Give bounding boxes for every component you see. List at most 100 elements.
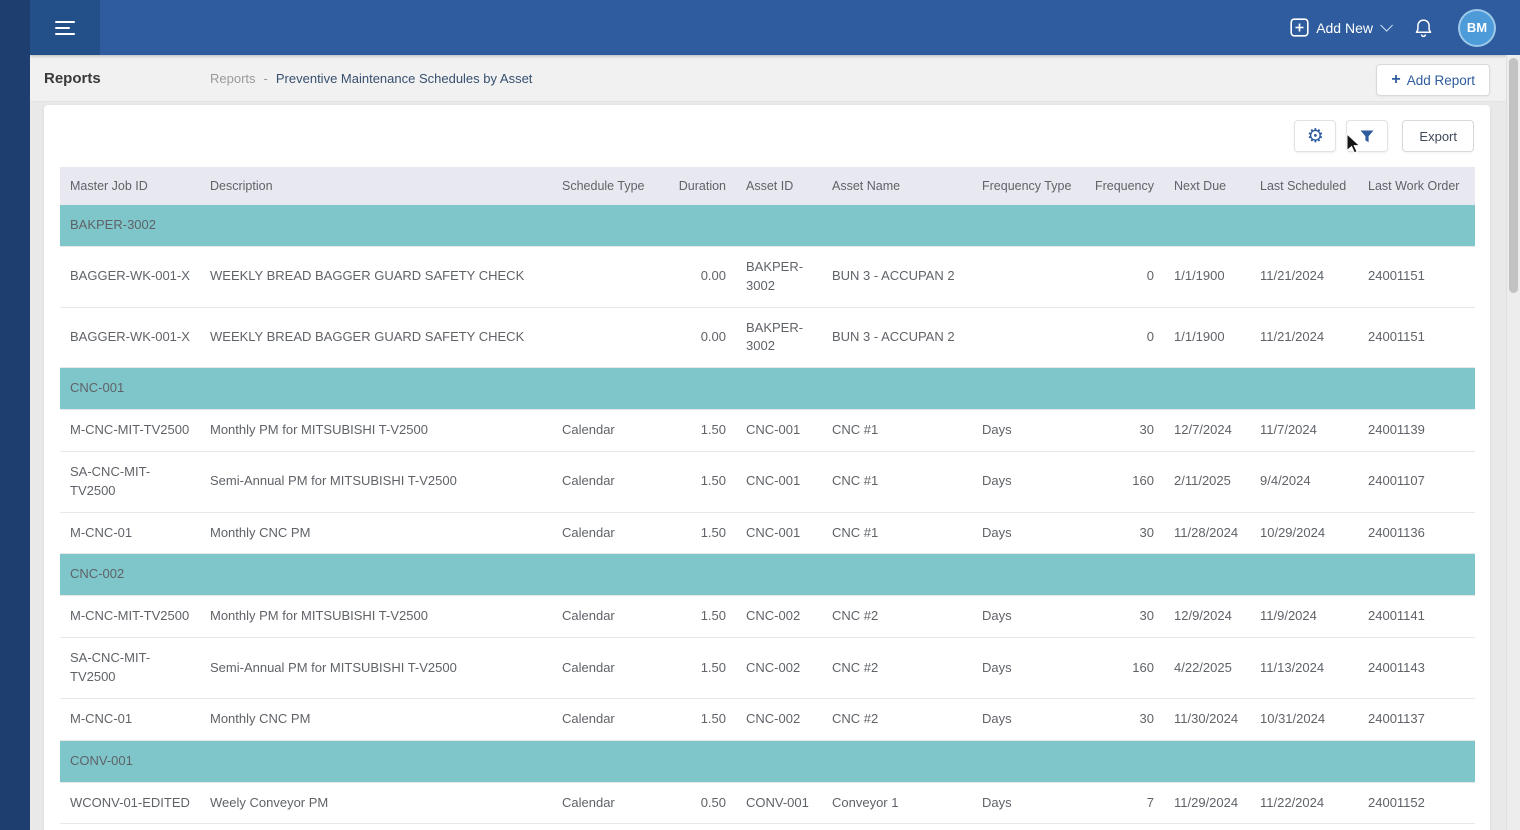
table-cell: Conveyor 1: [822, 823, 972, 830]
table-cell: WCONV-01-EDITED: [60, 782, 200, 825]
table-cell: CNC-001: [736, 512, 822, 555]
table-row[interactable]: BAGGER-WK-001-X WEEKLY BREAD BAGGER GUARD…: [60, 246, 1475, 308]
table-cell: 12/7/2024: [1164, 409, 1250, 452]
table-cell: Days: [972, 595, 1084, 639]
table-cell: CNC #1: [822, 512, 972, 555]
table-cell: Calendar: [552, 512, 664, 555]
table-cell: 160: [1084, 637, 1164, 699]
table-cell: [972, 823, 1084, 830]
table-cell: CONV-001: [736, 782, 822, 825]
gear-icon: ⚙: [1306, 124, 1324, 147]
table-cell: CNC-001: [736, 409, 822, 452]
breadcrumb-separator: -: [263, 70, 268, 86]
add-report-button[interactable]: + Add Report: [1376, 64, 1490, 96]
table-cell: 0.50: [664, 782, 736, 825]
table-cell: 30: [1084, 698, 1164, 741]
table-cell: M-CNC-01: [60, 698, 200, 741]
table-row[interactable]: M-CNC-01 Monthly CNC PM Calendar 1.50 CNC-00…: [60, 698, 1475, 741]
table-cell: 1.50: [664, 512, 736, 555]
column-header-frequency[interactable]: Frequency: [1084, 167, 1164, 205]
avatar[interactable]: BM: [1458, 8, 1496, 47]
table-cell: 11/29/2024: [1164, 782, 1250, 825]
table-cell: Semi-Annual PM for MITSUBISHI T-V2500: [200, 637, 552, 699]
breadcrumb: Reports - Preventive Maintenance Schedul…: [210, 71, 532, 86]
table-cell: 24001140: [1358, 823, 1475, 830]
table-row[interactable]: M-CNC-MIT-TV2500 Monthly PM for MITSUBISH…: [60, 409, 1475, 452]
table-cell: 1.50: [664, 698, 736, 741]
page-title: Reports: [44, 69, 101, 87]
table-row[interactable]: WCONV-01-EDITED Weely Conveyor PM Calendar…: [60, 782, 1475, 825]
table-cell: 2/11/2025: [1164, 451, 1250, 513]
export-button[interactable]: Export: [1402, 120, 1474, 152]
table-cell: CNC #2: [822, 595, 972, 639]
column-header-last-work-order[interactable]: Last Work Order: [1358, 167, 1475, 205]
group-header-row[interactable]: BAKPER-3002: [60, 205, 1475, 247]
filter-button[interactable]: [1346, 120, 1389, 152]
page-header: Reports Reports - Preventive Maintenance…: [30, 55, 1506, 102]
table-cell: 0: [1084, 823, 1164, 830]
column-header-schedule-type[interactable]: Schedule Type: [552, 167, 664, 205]
group-header-row[interactable]: CNC-001: [60, 367, 1475, 411]
report-card: ⚙ Export Master Job ID Description Schedul…: [44, 105, 1490, 830]
table-cell: 1.50: [664, 595, 736, 639]
breadcrumb-parent[interactable]: Reports: [210, 70, 256, 86]
column-header-frequency-type[interactable]: Frequency Type: [972, 167, 1084, 205]
group-header-row[interactable]: CNC-002: [60, 553, 1475, 597]
table-cell: 7: [1084, 782, 1164, 825]
table-cell: 11/30/2024: [1164, 698, 1250, 741]
table-cell: CNC-002: [736, 595, 822, 639]
table-row[interactable]: SA-CNC-MIT-TV2500 Semi-Annual PM for MITS…: [60, 637, 1475, 699]
table-cell: 1/1/1900: [1164, 246, 1250, 308]
table-cell: Weely Conveyor PM: [200, 782, 552, 825]
table-cell: CONV-001: [736, 823, 822, 830]
table-cell: SA-CNC-MIT-TV2500: [60, 637, 200, 699]
table-cell: 11/7/2024: [1250, 823, 1358, 830]
table-cell: Days: [972, 782, 1084, 825]
column-header-duration[interactable]: Duration: [664, 167, 736, 205]
table-cell: ** QUARTERLY FOOD SAFETY AIR FILTER CHAN…: [200, 823, 552, 830]
table-cell: BUN 3 - ACCUPAN 2: [822, 307, 972, 369]
table-cell: BAGGER-WK-001-X: [60, 307, 200, 369]
table-cell: Days: [972, 698, 1084, 741]
menu-button[interactable]: [30, 0, 100, 55]
table-cell: 1.50: [664, 637, 736, 699]
table-cell: [552, 246, 664, 308]
column-header-description[interactable]: Description: [200, 167, 552, 205]
table-cell: 11/22/2024: [1250, 782, 1358, 825]
table-cell: CNC-002: [736, 698, 822, 741]
table-row[interactable]: BAGGER-WK-001-X WEEKLY BREAD BAGGER GUARD…: [60, 307, 1475, 369]
scrollbar-thumb[interactable]: [1509, 58, 1518, 293]
plus-icon: +: [1391, 71, 1401, 88]
table-cell: 24001151: [1358, 307, 1475, 369]
table-header-row: Master Job ID Description Schedule Type Dur…: [60, 167, 1475, 205]
table-cell: 1/1/1900: [1164, 823, 1250, 830]
table-row[interactable]: M-CNC-MIT-TV2500 Monthly PM for MITSUBISH…: [60, 595, 1475, 639]
table-cell: [552, 307, 664, 369]
settings-button[interactable]: ⚙: [1294, 120, 1337, 152]
table-row[interactable]: M-CNC-01 Monthly CNC PM Calendar 1.50 CNC-00…: [60, 512, 1475, 555]
table-cell: 24001137: [1358, 698, 1475, 741]
table-cell: 24001143: [1358, 637, 1475, 699]
notifications-button[interactable]: [1413, 17, 1434, 39]
table-cell: 11/7/2024: [1250, 409, 1358, 452]
group-header-row[interactable]: CONV-001: [60, 740, 1475, 783]
table-cell: Calendar: [552, 782, 664, 825]
vertical-scrollbar[interactable]: [1506, 55, 1520, 830]
table-cell: 11/28/2024: [1164, 512, 1250, 555]
group-name: CNC-001: [60, 367, 1475, 411]
column-header-asset-name[interactable]: Asset Name: [822, 167, 972, 205]
column-header-master-job-id[interactable]: Master Job ID: [60, 167, 200, 205]
column-header-next-due[interactable]: Next Due: [1164, 167, 1250, 205]
add-new-button[interactable]: Add New: [1290, 18, 1393, 37]
table-row[interactable]: SA-CNC-MIT-TV2500 Semi-Annual PM for MITS…: [60, 451, 1475, 513]
table-cell: 9/4/2024: [1250, 451, 1358, 513]
column-header-asset-id[interactable]: Asset ID: [736, 167, 822, 205]
table-row[interactable]: BAGGER-QU-001-1** QUARTERLY FOOD SAFETY …: [60, 823, 1475, 830]
table-cell: CNC-002: [736, 637, 822, 699]
table-cell: Conveyor 1: [822, 782, 972, 825]
table-cell: 10/29/2024: [1250, 512, 1358, 555]
chevron-down-icon: [1380, 19, 1393, 32]
table-cell: 11/21/2024: [1250, 246, 1358, 308]
group-name: BAKPER-3002: [60, 205, 1475, 247]
column-header-last-scheduled[interactable]: Last Scheduled: [1250, 167, 1358, 205]
